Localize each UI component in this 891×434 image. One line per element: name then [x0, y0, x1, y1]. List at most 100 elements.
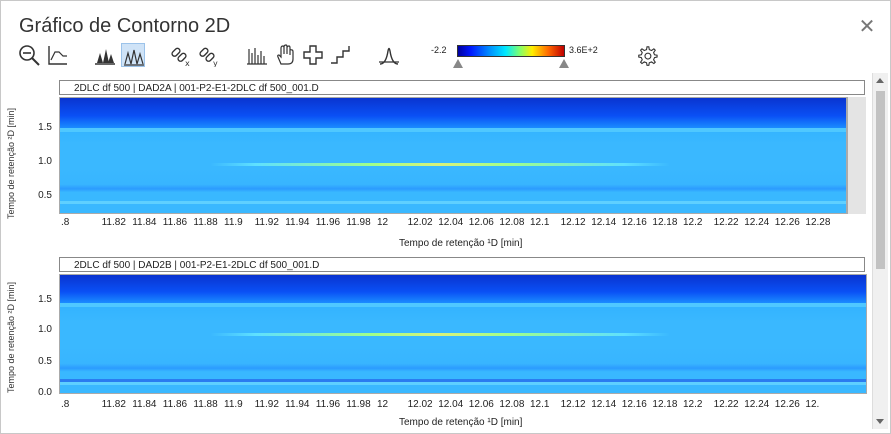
x-tick: 12.14 — [591, 399, 617, 410]
x-tick: 12.2 — [683, 217, 703, 228]
x-tick: 11.9 — [224, 399, 243, 410]
svg-text:y: y — [213, 59, 218, 67]
link-x-icon[interactable]: x — [169, 43, 193, 67]
contour-band — [60, 201, 846, 204]
x-tick: 11.94 — [285, 217, 310, 228]
x-tick: 11.98 — [346, 399, 371, 410]
y-axis-label: Tempo de retenção ²D [min] — [6, 281, 16, 393]
x-tick: .8 — [61, 217, 70, 228]
x-tick: 12.06 — [468, 217, 494, 228]
y-tick: 0.0 — [38, 387, 52, 398]
x-tick: 12.12 — [560, 399, 586, 410]
peaks-contour-icon[interactable] — [121, 43, 145, 67]
y-tick: 0.5 — [38, 356, 52, 367]
x-tick: 12. — [805, 399, 820, 410]
x-tick: 11.84 — [132, 399, 157, 410]
x-tick: 12.08 — [499, 399, 525, 410]
contour-band — [60, 379, 866, 382]
scroll-up-icon[interactable] — [876, 78, 884, 83]
x-tick: 12.28 — [805, 217, 831, 228]
plot-empty-region — [847, 97, 866, 214]
x-tick: 12.24 — [744, 399, 770, 410]
x-tick: 11.82 — [101, 217, 126, 228]
x-tick: 12.02 — [407, 399, 433, 410]
y-tick: 0.5 — [38, 190, 52, 201]
x-tick: 12.02 — [407, 217, 433, 228]
pan-hand-icon[interactable] — [273, 43, 297, 67]
x-tick: 12.22 — [713, 399, 739, 410]
peak-contour-streak — [210, 163, 670, 166]
close-icon[interactable]: ✕ — [858, 16, 876, 38]
x-tick: 12.18 — [652, 217, 678, 228]
y-tick: 1.0 — [38, 324, 52, 335]
x-tick: 11.94 — [285, 399, 310, 410]
contour-band — [60, 382, 866, 385]
x-tick: 12.24 — [744, 217, 770, 228]
window-title: Gráfico de Contorno 2D — [19, 15, 231, 37]
x-tick: 12.14 — [591, 217, 617, 228]
crosshair-icon[interactable] — [301, 43, 325, 67]
colorbar-min-label: -2.2 — [431, 45, 447, 55]
y-tick: 1.5 — [38, 294, 52, 305]
x-axis-label: Tempo de retenção ¹D [min] — [399, 417, 523, 428]
scrollbar-thumb[interactable] — [876, 91, 885, 269]
vertical-scrollbar[interactable] — [872, 73, 888, 429]
x-tick: 11.98 — [346, 217, 371, 228]
x-tick: 12 — [377, 399, 389, 410]
contour-band — [60, 275, 866, 303]
x-tick: 12.22 — [713, 217, 739, 228]
y-tick: 1.5 — [38, 122, 52, 133]
scroll-down-icon[interactable] — [876, 419, 884, 424]
x-tick: 12.08 — [499, 217, 525, 228]
x-tick: 11.86 — [162, 399, 188, 410]
x-tick: 12.2 — [683, 399, 703, 410]
x-tick: 12.1 — [530, 217, 550, 228]
settings-gear-icon[interactable] — [636, 45, 658, 67]
peaks-3d-icon[interactable] — [93, 43, 117, 67]
x-tick: 11.9 — [224, 217, 243, 228]
axis-scale-icon[interactable] — [45, 43, 69, 67]
step-icon[interactable] — [329, 43, 353, 67]
x-tick: 12.16 — [621, 217, 647, 228]
svg-text:x: x — [185, 59, 190, 67]
panel-header: 2DLC df 500 | DAD2B | 001-P2-E1-2DLC df … — [59, 257, 865, 272]
x-tick: 12.26 — [774, 399, 800, 410]
toolbar: x y — [17, 43, 717, 71]
zoom-out-icon[interactable] — [17, 43, 41, 67]
x-tick: 12.16 — [621, 399, 647, 410]
x-tick: 12.04 — [438, 399, 464, 410]
colorbar — [457, 45, 565, 57]
contour-plot-area[interactable] — [59, 274, 867, 394]
panel-header: 2DLC df 500 | DAD2A | 001-P2-E1-2DLC df … — [59, 80, 865, 95]
y-axis-label: Tempo de retenção ²D [min] — [6, 107, 16, 219]
x-tick: 12.12 — [560, 217, 586, 228]
x-tick: 11.92 — [254, 399, 279, 410]
x-tick: 11.92 — [254, 217, 279, 228]
peak-contour-streak — [210, 333, 670, 336]
x-axis-label: Tempo de retenção ¹D [min] — [399, 238, 523, 249]
peak-shape-icon[interactable] — [377, 43, 401, 67]
x-tick: 12.04 — [438, 217, 464, 228]
contour-band — [60, 303, 866, 307]
x-tick: 11.82 — [101, 399, 126, 410]
spectrum-bars-icon[interactable] — [245, 43, 269, 67]
x-tick: 11.84 — [132, 217, 157, 228]
x-tick: 11.96 — [315, 399, 341, 410]
colorbar-max-slider[interactable] — [559, 59, 569, 68]
link-y-icon[interactable]: y — [197, 43, 221, 67]
x-tick: 11.88 — [193, 217, 218, 228]
x-tick: 11.86 — [162, 217, 188, 228]
colorbar-min-slider[interactable] — [453, 59, 463, 68]
x-tick: 12.1 — [530, 399, 550, 410]
x-tick: 11.88 — [193, 399, 218, 410]
x-tick: 12.06 — [468, 399, 494, 410]
contour-plot-area[interactable] — [59, 97, 847, 214]
y-tick: 1.0 — [38, 156, 52, 167]
x-tick: .8 — [61, 399, 70, 410]
contour-band — [60, 128, 846, 132]
x-tick: 12 — [377, 217, 389, 228]
x-tick: 12.18 — [652, 399, 678, 410]
contour-band — [60, 98, 846, 128]
colorbar-max-label: 3.6E+2 — [569, 45, 598, 55]
